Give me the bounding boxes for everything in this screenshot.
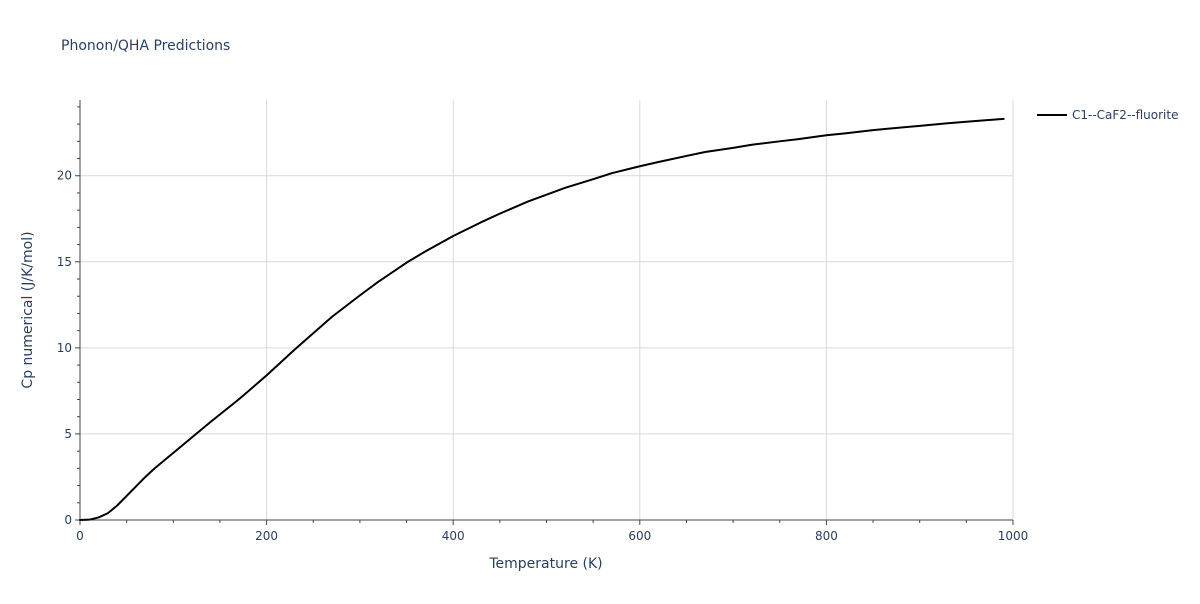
data-point[interactable] <box>750 143 754 147</box>
legend[interactable]: C1--CaF2--fluorite <box>1037 108 1178 122</box>
y-tick-label: 10 <box>57 341 72 355</box>
x-tick-label: 600 <box>628 529 651 543</box>
data-point[interactable] <box>918 124 922 128</box>
data-point[interactable] <box>78 518 82 522</box>
data-point[interactable] <box>293 348 297 352</box>
x-tick-label: 1000 <box>998 529 1029 543</box>
data-point[interactable] <box>946 121 950 125</box>
series-line[interactable] <box>79 117 1005 521</box>
data-point[interactable] <box>703 150 707 154</box>
x-tick-label: 400 <box>442 529 465 543</box>
data-point[interactable] <box>778 139 782 143</box>
data-point[interactable] <box>890 126 894 130</box>
y-tick-label: 0 <box>64 513 72 527</box>
x-tick-label: 800 <box>815 529 838 543</box>
axes <box>75 100 1014 525</box>
data-point[interactable] <box>171 451 175 455</box>
data-point[interactable] <box>731 146 735 150</box>
data-point[interactable] <box>871 128 875 132</box>
data-point[interactable] <box>498 212 502 216</box>
data-point[interactable] <box>405 261 409 265</box>
data-point[interactable] <box>162 459 166 463</box>
data-point[interactable] <box>796 137 800 141</box>
data-point[interactable] <box>684 154 688 158</box>
data-point[interactable] <box>451 234 455 238</box>
data-point[interactable] <box>526 200 530 204</box>
y-tick-label: 5 <box>64 427 72 441</box>
data-point[interactable] <box>377 280 381 284</box>
data-point[interactable] <box>125 494 129 498</box>
data-point[interactable] <box>1002 117 1006 121</box>
data-point[interactable] <box>106 511 110 515</box>
x-axis-label: Temperature (K) <box>488 556 602 572</box>
data-point[interactable] <box>265 373 269 377</box>
chart-title: Phonon/QHA Predictions <box>61 38 230 54</box>
data-point[interactable] <box>330 315 334 319</box>
data-point[interactable] <box>87 518 91 522</box>
y-axis-label: Cp numerical (J/K/mol) <box>20 231 36 388</box>
data-point[interactable] <box>143 475 147 479</box>
tick-labels: 0 200 400 600 800 1000 0 5 10 15 20 <box>57 169 1029 543</box>
data-point[interactable] <box>358 293 362 297</box>
data-point[interactable] <box>591 177 595 181</box>
y-tick-label: 15 <box>57 255 72 269</box>
data-point[interactable] <box>479 220 483 224</box>
data-point[interactable] <box>423 249 427 253</box>
data-point[interactable] <box>97 515 101 519</box>
data-point[interactable] <box>656 160 660 164</box>
data-point[interactable] <box>190 435 194 439</box>
data-point[interactable] <box>563 186 567 190</box>
data-point[interactable] <box>843 131 847 135</box>
data-point[interactable] <box>115 503 119 507</box>
data-point[interactable] <box>134 484 138 488</box>
legend-item-label: C1--CaF2--fluorite <box>1072 108 1178 122</box>
data-point[interactable] <box>610 171 614 175</box>
x-tick-label: 0 <box>76 529 84 543</box>
data-point[interactable] <box>974 119 978 123</box>
data-point[interactable] <box>545 193 549 197</box>
data-point[interactable] <box>237 398 241 402</box>
x-tick-label: 200 <box>255 529 278 543</box>
series-lines <box>78 117 1006 522</box>
y-tick-label: 20 <box>57 169 72 183</box>
grid-lines <box>80 100 1014 520</box>
data-point[interactable] <box>153 466 157 470</box>
plot-area <box>80 100 1013 520</box>
data-point[interactable] <box>209 420 213 424</box>
data-point[interactable] <box>824 133 828 137</box>
data-point[interactable] <box>638 164 642 168</box>
